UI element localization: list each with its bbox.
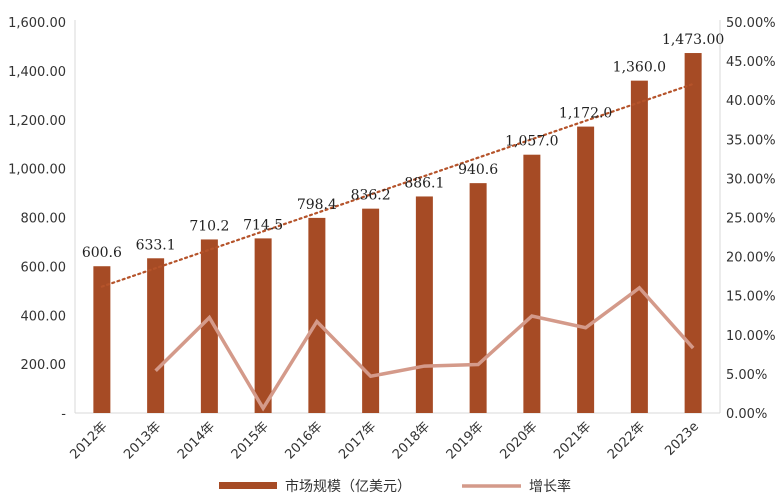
bar: [200, 239, 218, 413]
bar: [577, 126, 595, 413]
right-axis-tick-label: 40.00%: [726, 94, 776, 109]
bar: [415, 196, 433, 413]
left-axis-tick-label: 1,000.00: [8, 163, 66, 178]
growth-rate-line: [154, 285, 695, 412]
x-axis-tick-label: 2023e: [662, 419, 702, 459]
right-axis-tick-label: 35.00%: [726, 133, 776, 148]
bar-data-label: 836.2: [351, 188, 391, 204]
x-axis-tick-label: 2017年: [336, 419, 379, 462]
x-axis-tick-label: 2018年: [390, 419, 433, 462]
left-axis-tick-label: 1,200.00: [8, 114, 66, 129]
bar-data-label: 633.1: [136, 237, 176, 253]
bar: [93, 266, 111, 413]
bar: [147, 258, 165, 413]
left-axis-tick-label: 200.00: [21, 358, 67, 373]
legend-label-growth-rate: 增长率: [529, 478, 571, 495]
x-axis-tick-label: 2019年: [444, 419, 487, 462]
trend-line: [100, 82, 695, 288]
bar-data-label: 940.6: [458, 162, 498, 178]
legend-swatch-market-size: [219, 482, 277, 489]
left-axis-tick-label: 1,400.00: [8, 65, 66, 80]
left-axis-tick-label: 800.00: [21, 212, 67, 227]
x-axis-tick-label: 2016年: [283, 419, 326, 462]
left-axis-tick-label: 400.00: [21, 309, 67, 324]
bar-data-label: 1,473.00: [662, 32, 724, 48]
x-axis-tick-label: 2020年: [498, 419, 541, 462]
left-axis-tick-label: 600.00: [21, 260, 67, 275]
x-axis-tick-label: 2014年: [175, 419, 218, 462]
bar-data-label: 798.4: [297, 197, 337, 213]
bar: [684, 53, 702, 414]
bar-data-label: 1,360.0: [613, 60, 666, 76]
left-axis-tick-label: 1,600.00: [8, 16, 66, 31]
right-axis-tick-label: 15.00%: [726, 290, 776, 305]
x-axis-tick-label: 2015年: [229, 419, 272, 462]
bar-data-label: 600.6: [82, 245, 122, 261]
x-axis-tick-label: 2012年: [68, 419, 111, 462]
bar: [362, 208, 380, 413]
right-axis-tick-label: 45.00%: [726, 55, 776, 70]
bar-data-label: 1,057.0: [505, 134, 558, 150]
x-axis-tick-label: 2022年: [605, 419, 648, 462]
bar: [254, 238, 272, 413]
bar: [630, 80, 648, 414]
left-axis-tick-label: -: [61, 407, 66, 422]
bar-data-label: 1,172.0: [559, 106, 612, 122]
bar-data-label: 886.1: [404, 175, 444, 191]
right-axis-tick-label: 0.00%: [726, 407, 767, 422]
right-axis-tick-label: 30.00%: [726, 172, 776, 187]
bar-data-label: 714.5: [243, 217, 283, 233]
bar-data-label: 710.2: [189, 218, 229, 234]
bar: [523, 154, 541, 413]
right-axis-tick-label: 20.00%: [726, 251, 776, 266]
right-axis-tick-label: 25.00%: [726, 212, 776, 227]
right-axis-tick-label: 10.00%: [726, 329, 776, 344]
right-axis-tick-label: 50.00%: [726, 16, 776, 31]
right-axis-tick-label: 5.00%: [726, 368, 767, 383]
legend-label-market-size: 市场规模（亿美元）: [285, 478, 411, 495]
x-axis-tick-label: 2013年: [121, 419, 164, 462]
x-axis-tick-label: 2021年: [551, 419, 594, 462]
bar: [469, 183, 487, 413]
bar: [308, 217, 326, 413]
